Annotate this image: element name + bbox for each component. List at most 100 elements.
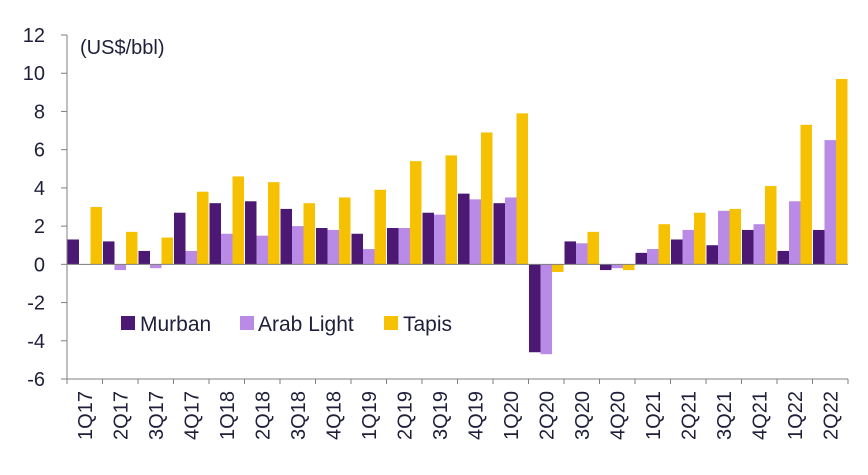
bar-arab-light-3q21 — [718, 210, 730, 265]
x-tick-label: 3Q21 — [714, 391, 736, 440]
bar-murban-1q20 — [493, 203, 505, 265]
x-tick-label: 3Q19 — [430, 391, 452, 440]
bar-tapis-4q17 — [197, 191, 209, 265]
legend-label-arab-light: Arab Light — [258, 313, 354, 336]
bar-tapis-1q17 — [90, 207, 102, 265]
bar-tapis-3q20 — [587, 231, 599, 265]
bar-arab-light-3q17 — [150, 264, 162, 269]
bar-tapis-2q18 — [268, 182, 280, 265]
bar-tapis-4q18 — [339, 197, 351, 265]
x-tick-label: 4Q19 — [465, 391, 487, 440]
x-tick-label: 4Q20 — [607, 391, 629, 440]
bar-tapis-2q19 — [410, 161, 422, 265]
y-tick-label: -6 — [27, 369, 45, 391]
bar-murban-4q21 — [742, 229, 754, 265]
legend-swatch-arab-light — [240, 316, 254, 330]
bar-murban-3q20 — [564, 241, 576, 265]
x-tick-label: 2Q22 — [820, 391, 842, 440]
legend-label-murban: Murban — [140, 313, 211, 336]
bar-arab-light-1q20 — [505, 197, 517, 265]
x-tick-label: 1Q19 — [359, 391, 381, 440]
bar-murban-3q19 — [422, 212, 434, 265]
x-tick-label: 1Q17 — [75, 391, 97, 440]
bar-tapis-1q21 — [658, 224, 670, 265]
bar-murban-4q20 — [600, 264, 612, 271]
bar-arab-light-4q19 — [469, 199, 481, 265]
bar-arab-light-2q21 — [682, 229, 694, 265]
bar-tapis-4q19 — [481, 132, 493, 265]
legend-label-tapis: Tapis — [403, 313, 452, 336]
bar-arab-light-4q20 — [611, 264, 623, 269]
bar-arab-light-1q21 — [647, 249, 659, 265]
bar-arab-light-2q18 — [256, 235, 268, 265]
x-tick-label: 2Q17 — [110, 391, 132, 440]
x-tick-label: 4Q18 — [323, 391, 345, 440]
x-tick-label: 1Q18 — [217, 391, 239, 440]
bar-tapis-3q19 — [445, 155, 457, 265]
y-tick-label: 0 — [34, 254, 45, 276]
legend: Murban Arab Light Tapis — [121, 313, 452, 336]
bar-tapis-1q22 — [800, 124, 812, 265]
bar-murban-2q22 — [813, 229, 825, 265]
bar-murban-3q17 — [138, 250, 150, 265]
x-tick-label: 1Q22 — [785, 391, 807, 440]
bar-murban-1q17 — [67, 239, 79, 265]
y-tick-label: 8 — [34, 101, 45, 123]
bar-arab-light-4q17 — [185, 250, 197, 265]
bar-murban-2q18 — [245, 201, 257, 265]
bar-murban-2q17 — [103, 241, 115, 265]
bar-tapis-4q20 — [623, 264, 635, 271]
y-tick-label: 6 — [34, 140, 45, 162]
bar-tapis-4q21 — [765, 185, 777, 265]
x-tick-label: 3Q18 — [288, 391, 310, 440]
x-tick-label: 3Q17 — [146, 391, 168, 440]
bar-murban-3q21 — [706, 245, 718, 265]
bar-arab-light-3q20 — [576, 243, 588, 265]
bar-tapis-3q18 — [303, 203, 315, 265]
bars — [67, 78, 848, 355]
x-tick-label: 3Q20 — [572, 391, 594, 440]
x-tick-label: 1Q20 — [501, 391, 523, 440]
x-tick-label: 1Q21 — [643, 391, 665, 440]
bar-murban-4q19 — [458, 193, 470, 265]
bar-arab-light-3q19 — [434, 214, 446, 265]
bar-murban-2q20 — [529, 264, 541, 353]
legend-swatch-murban — [121, 316, 135, 330]
y-axis: -6 -4 -2 0 2 4 6 8 10 12 — [23, 25, 68, 391]
y-tick-label: -2 — [27, 293, 45, 315]
y-tick-label: 12 — [23, 25, 45, 47]
x-tick-label: 4Q21 — [749, 391, 771, 440]
bar-murban-4q18 — [316, 228, 328, 265]
bar-arab-light-1q19 — [363, 249, 375, 265]
bar-arab-light-2q22 — [824, 140, 836, 265]
legend-swatch-tapis — [384, 316, 398, 330]
y-tick-label: 10 — [23, 63, 45, 85]
bar-murban-2q19 — [387, 228, 399, 265]
bar-tapis-1q20 — [516, 113, 528, 265]
y-tick-label: 2 — [34, 216, 45, 238]
bar-murban-1q22 — [777, 250, 789, 265]
bar-arab-light-3q18 — [292, 226, 304, 265]
bar-arab-light-1q18 — [221, 233, 233, 265]
x-tick-label: 2Q20 — [536, 391, 558, 440]
bar-tapis-3q21 — [729, 208, 741, 265]
bar-murban-2q21 — [671, 239, 683, 265]
bar-tapis-1q19 — [374, 189, 386, 265]
bar-arab-light-2q17 — [114, 264, 126, 271]
bar-tapis-3q17 — [161, 237, 173, 265]
x-tick-label: 4Q17 — [181, 391, 203, 440]
bar-murban-1q18 — [209, 203, 221, 265]
x-tick-label: 2Q19 — [394, 391, 416, 440]
bar-murban-1q19 — [351, 233, 363, 265]
x-axis: 1Q17 2Q17 3Q17 4Q17 1Q18 2Q18 3Q18 4Q18 1Q19 2Q19… — [66, 263, 849, 440]
bar-arab-light-4q18 — [327, 229, 339, 265]
bar-arab-light-2q19 — [398, 228, 410, 265]
bar-murban-3q18 — [280, 208, 292, 265]
unit-label: (US$/bbl) — [80, 37, 164, 59]
bar-arab-light-2q20 — [540, 264, 552, 355]
y-tick-label: 4 — [34, 178, 45, 200]
bar-murban-4q17 — [174, 212, 186, 265]
bar-arab-light-4q21 — [753, 224, 765, 265]
